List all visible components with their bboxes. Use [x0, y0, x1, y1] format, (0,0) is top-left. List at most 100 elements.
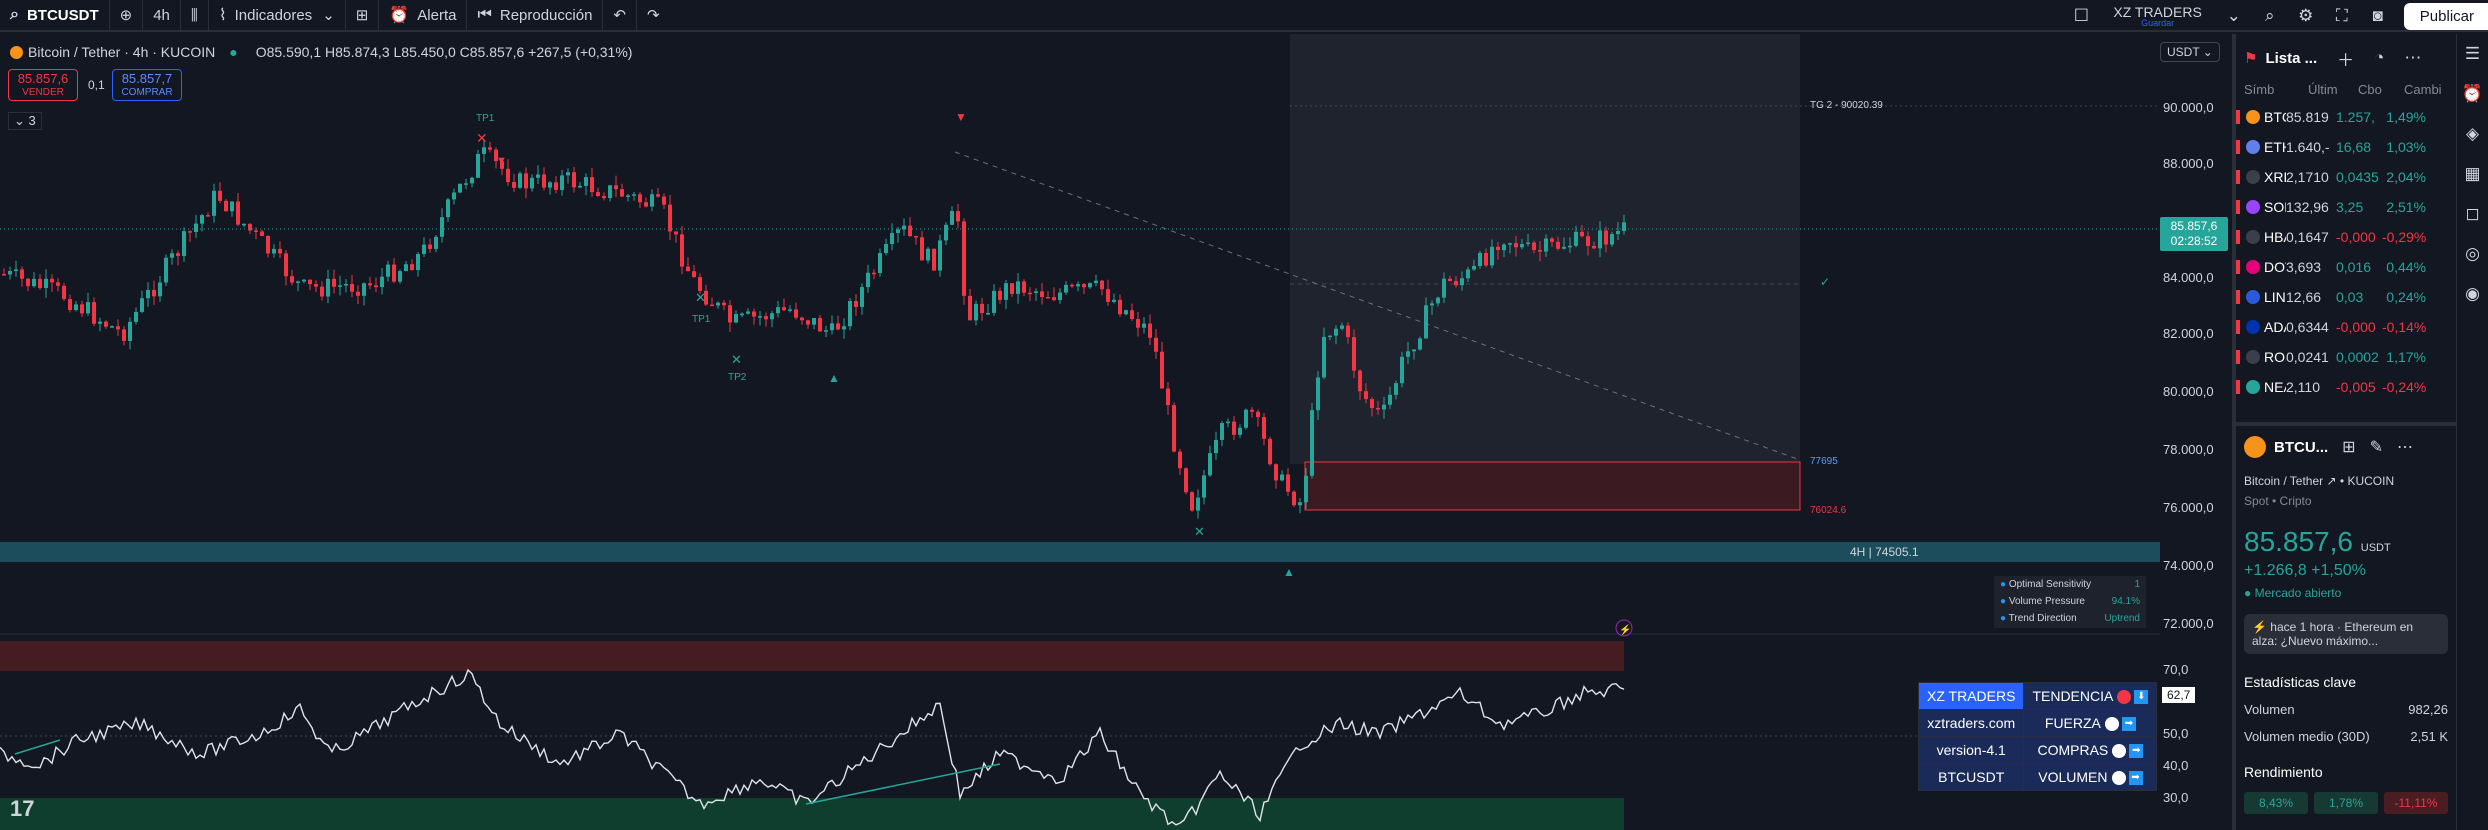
- candle-body: [878, 253, 882, 273]
- layouts-button[interactable]: ⊞: [346, 0, 380, 31]
- stat-value: 982,26: [2408, 702, 2448, 717]
- column-header[interactable]: Últim: [2308, 82, 2338, 97]
- chart-canvas[interactable]: TG 2 - 90020.39 77695 76024.6 4H | 74505…: [0, 34, 2232, 830]
- candle-body: [164, 257, 168, 283]
- layers-icon[interactable]: ◈: [2465, 124, 2480, 143]
- candle-body: [950, 211, 954, 225]
- more-icon[interactable]: ⋯: [2396, 439, 2413, 456]
- publish-button[interactable]: Publicar: [2403, 2, 2488, 30]
- fullscreen-icon[interactable]: ⛶: [2335, 6, 2348, 25]
- candle-body: [662, 196, 666, 205]
- candle-body: [1340, 325, 1344, 329]
- performance-cell[interactable]: -11,11%: [2384, 792, 2448, 814]
- market-status-label: Mercado abierto: [2254, 586, 2342, 600]
- flag-marker: [2236, 380, 2240, 394]
- candle-body: [1094, 280, 1098, 284]
- row-symbol: DOT: [2264, 259, 2286, 275]
- watchlist-row[interactable]: SOL132,96 3,25 2,51%: [2236, 192, 2456, 222]
- watchlist-title[interactable]: Lista ...: [2265, 49, 2318, 67]
- watchlist-row[interactable]: ADA0,6344 -0,000 -0,14%: [2236, 312, 2456, 342]
- sell-triangle: ▼: [955, 110, 967, 124]
- watchlist-row[interactable]: DOT3,693 0,016 0,44%: [2236, 252, 2456, 282]
- candle-body: [1022, 281, 1026, 293]
- candle-body: [836, 323, 840, 330]
- watchlist-row[interactable]: XRP2,1710 0,0435 2,04%: [2236, 162, 2456, 192]
- watchlist-row[interactable]: BTC85.819 1.257, 1,49%: [2236, 102, 2456, 132]
- watchlist-row[interactable]: HBA0,1647 -0,000 -0,29%: [2236, 222, 2456, 252]
- ideas-icon[interactable]: ◎: [2465, 244, 2480, 263]
- redo-button[interactable]: ↷: [637, 0, 670, 31]
- candle-body: [554, 182, 558, 190]
- watchlist-row[interactable]: NEA2,110 -0,005 -0,24%: [2236, 372, 2456, 402]
- chart-area[interactable]: TG 2 - 90020.39 77695 76024.6 4H | 74505…: [0, 34, 2232, 830]
- camera-icon[interactable]: ◙: [2372, 6, 2383, 25]
- symbol-search[interactable]: ⌕ BTCUSDT: [0, 0, 110, 31]
- currency-select[interactable]: USDT ⌄: [2160, 42, 2220, 62]
- candle-body: [1520, 244, 1524, 248]
- watchlist-row[interactable]: ETH1.640,- 16,68 1,03%: [2236, 132, 2456, 162]
- candle-body: [1574, 231, 1578, 246]
- sell-button[interactable]: 85.857,6 VENDER: [8, 69, 78, 101]
- interval-button[interactable]: 4h: [143, 0, 181, 31]
- tradingview-logo[interactable]: 17: [10, 796, 35, 821]
- candle-body: [1160, 351, 1164, 389]
- candle-body: [1220, 423, 1224, 440]
- candle-body: [152, 289, 156, 297]
- buy-button[interactable]: 85.857,7 COMPRAR: [112, 69, 182, 101]
- compare-button[interactable]: ⊕: [110, 0, 144, 31]
- candle-body: [1250, 409, 1254, 412]
- chart-icon[interactable]: ◔: [2374, 48, 2385, 67]
- chat-icon[interactable]: ◻: [2465, 204, 2480, 223]
- external-link-icon: ↗: [2326, 474, 2337, 488]
- calendar-icon[interactable]: ▦: [2464, 164, 2481, 183]
- alert-button[interactable]: ⏰ Alerta: [379, 0, 468, 31]
- chevron-down-icon[interactable]: ⌄: [2226, 6, 2241, 25]
- flag-marker: [2236, 260, 2240, 274]
- details-name[interactable]: Bitcoin / Tether: [2244, 474, 2324, 488]
- table-cell: VOLUMEN ➡: [2023, 763, 2158, 791]
- quick-search-icon[interactable]: ⌕: [2265, 6, 2275, 25]
- watchlist-icon[interactable]: ☰: [2464, 44, 2481, 63]
- replay-button[interactable]: ⏮ Reproducción: [467, 0, 604, 31]
- buy-triangle-2: ▲: [1283, 565, 1295, 579]
- chevron-down-icon: ⌄: [14, 113, 25, 128]
- indicators-collapse-toggle[interactable]: ⌄ 3: [8, 112, 42, 130]
- square-icon[interactable]: ☐: [2073, 6, 2089, 25]
- row-symbol: ETH: [2264, 139, 2286, 155]
- candle-body: [452, 192, 456, 200]
- performance-cell[interactable]: 8,43%: [2244, 792, 2308, 814]
- candle-body: [896, 229, 900, 234]
- chart-type-button[interactable]: ⫼: [181, 0, 209, 31]
- search-icon: ⌕: [10, 6, 19, 23]
- column-header[interactable]: Símb: [2244, 82, 2275, 97]
- indicators-button[interactable]: ⌇ Indicadores ⌄: [209, 0, 346, 31]
- candle-body: [1040, 291, 1044, 298]
- layout-name-label: XZ TRADERS: [2113, 3, 2202, 20]
- candle-body: [1388, 394, 1392, 405]
- candle-body: [224, 200, 228, 212]
- gear-icon[interactable]: ⚙: [2298, 6, 2314, 25]
- performance-cell[interactable]: 1,78%: [2314, 792, 2378, 814]
- edit-icon[interactable]: ✎: [2369, 439, 2383, 456]
- candle-body: [278, 248, 282, 254]
- notifications-icon[interactable]: ◉: [2465, 284, 2480, 303]
- watchlist-row[interactable]: ROS0,0241 0,0002 1,17%: [2236, 342, 2456, 372]
- details-symbol[interactable]: BTCU...: [2274, 438, 2329, 456]
- row-last: 2,1710: [2286, 169, 2329, 185]
- undo-button[interactable]: ↶: [603, 0, 637, 31]
- support-band: [0, 542, 2160, 562]
- candle-body: [926, 248, 930, 261]
- candle-body: [212, 190, 216, 216]
- more-icon[interactable]: ⋯: [2404, 48, 2422, 67]
- plus-icon[interactable]: ＋: [2337, 50, 2355, 70]
- candle-body: [398, 271, 402, 282]
- layout-name[interactable]: XZ TRADERS Guardar: [2113, 5, 2201, 28]
- grid-icon[interactable]: ⊞: [2342, 439, 2356, 456]
- column-header[interactable]: Cbo: [2358, 82, 2382, 97]
- news-item[interactable]: ⚡ hace 1 hora · Ethereum en alza: ¿Nuevo…: [2244, 614, 2448, 654]
- flag-marker: [2236, 200, 2240, 214]
- alarm-icon[interactable]: ⏰: [2461, 84, 2484, 103]
- column-header[interactable]: Cambi: [2404, 82, 2442, 97]
- candle-body: [410, 264, 414, 271]
- watchlist-row[interactable]: LIN 12,66 0,03 0,24%: [2236, 282, 2456, 312]
